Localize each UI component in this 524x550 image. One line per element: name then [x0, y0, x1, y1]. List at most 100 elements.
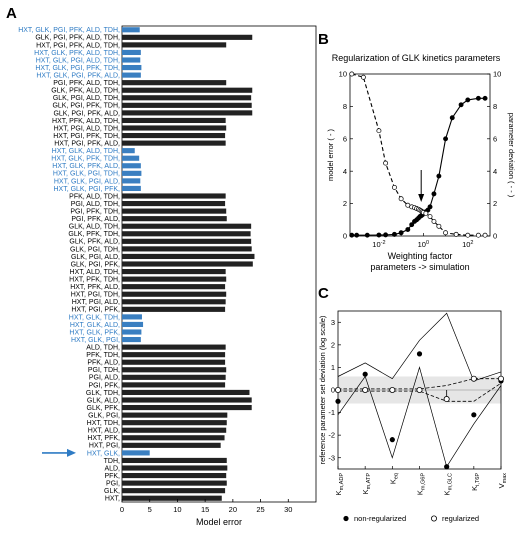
category-label: Km,GLC	[443, 473, 454, 495]
category-label: GLK,	[104, 488, 120, 495]
bar	[122, 253, 255, 260]
model-error-point	[458, 102, 464, 108]
category-label: HXT, GLK, PGI, ALD,	[54, 178, 120, 185]
y-tick-label: 2	[343, 199, 347, 208]
bar	[122, 404, 252, 411]
bar	[122, 117, 226, 124]
bar	[122, 57, 141, 63]
bar	[122, 200, 226, 207]
category-label: Vmax	[497, 473, 508, 489]
y-right-tick-label: 6	[493, 134, 497, 143]
y-right-tick-label: 10	[493, 70, 501, 79]
y-tick-label: 4	[343, 167, 347, 176]
non-regularized-point	[416, 351, 423, 357]
category-label: HXT, PFK, ALD,	[70, 284, 120, 291]
bar	[122, 299, 226, 305]
bar	[122, 495, 222, 501]
y-tick-label: 6	[343, 134, 347, 143]
category-label: HXT, GLK, TDH,	[69, 314, 120, 321]
parameter-deviation-point	[482, 232, 488, 238]
bar	[122, 163, 141, 169]
y-tick-label: -2	[328, 431, 335, 440]
spread-line-thin-line-upper	[337, 312, 502, 382]
parameter-deviation-point	[398, 196, 404, 202]
y-tick-label: -1	[328, 408, 335, 417]
category-label: HXT, GLK, PGI, PFK, ALD,	[36, 73, 120, 80]
bar	[122, 42, 227, 48]
bar	[122, 435, 225, 441]
model-error-point	[376, 232, 382, 238]
bar	[122, 185, 141, 192]
regularized-point	[470, 375, 477, 382]
category-label: HXT, PGI, PFK, ALD,	[54, 141, 120, 148]
bar	[122, 276, 227, 282]
bar	[122, 472, 227, 479]
model-error-point	[436, 173, 442, 179]
regularized-point	[334, 386, 341, 393]
category-label: GLK, PGI, PFK, ALD, TDH,	[35, 35, 120, 42]
category-label: HXT, PGI, PFK, ALD, TDH,	[36, 42, 120, 49]
category-label: HXT, PGI,	[89, 443, 120, 450]
bar	[122, 427, 227, 433]
y-right-tick-label: 0	[493, 232, 497, 241]
bar	[122, 367, 227, 373]
category-label: HXT, GLK,	[87, 450, 120, 457]
parameter-deviation-point	[436, 223, 442, 229]
bar	[122, 140, 226, 146]
model-error-point	[354, 232, 360, 238]
category-label: PGI, PFK, ALD,	[71, 216, 120, 223]
regularized-spread-dashed-lower	[338, 382, 502, 402]
category-label: GLK, ALD,	[87, 397, 120, 404]
category-label: Km,G6P	[416, 473, 427, 495]
category-label: Keq	[388, 473, 399, 484]
category-label: PGI, ALD,	[89, 375, 120, 382]
model-error-point	[383, 232, 389, 238]
regularized-point	[416, 386, 423, 393]
model-error-point	[349, 232, 355, 238]
bar	[122, 420, 227, 426]
category-label: PFK, TDH,	[86, 352, 120, 359]
category-label: HXT, GLK, PFK, TDH,	[51, 156, 120, 163]
y-right-tick-label: 4	[493, 167, 497, 176]
bar	[122, 442, 221, 448]
bar	[122, 397, 252, 403]
bar	[122, 27, 140, 33]
bar	[122, 87, 253, 93]
bar	[122, 80, 227, 86]
non-regularized-point	[362, 371, 368, 377]
category-label: PGI, PFK,	[88, 382, 120, 389]
category-label: HXT, PGI, PFK, TDH,	[53, 133, 120, 140]
category-label: GLK, PFK,	[87, 405, 121, 412]
regularized-point	[389, 386, 396, 393]
bar	[122, 457, 227, 464]
bar	[122, 246, 252, 252]
category-label: HXT, TDH,	[87, 420, 120, 427]
category-label: GLK, PFK, ALD,	[69, 239, 120, 246]
category-label: HXT, GLK, ALD, TDH,	[52, 148, 120, 155]
bar	[122, 314, 142, 320]
bar	[122, 450, 150, 456]
category-label: Ki,T6P	[470, 473, 481, 491]
category-label: GLK, ALD, TDH,	[69, 224, 120, 231]
category-label: PFK,	[104, 473, 120, 480]
bar	[122, 193, 226, 199]
bar	[122, 238, 252, 244]
legend-regularized-label: regularized	[442, 514, 479, 523]
bar	[122, 208, 227, 214]
bar	[122, 148, 135, 154]
x-axis-title: Weighting factor	[388, 251, 453, 261]
category-label: PGI, TDH,	[88, 367, 120, 374]
bar	[122, 125, 227, 131]
category-label: HXT, GLK, ALD,	[70, 322, 120, 329]
non-regularized-point	[389, 437, 395, 443]
y-right-axis-title: parameter deviation ( - - )	[507, 113, 516, 198]
parameter-deviation-point	[431, 218, 437, 224]
category-label: HXT, GLK, PGI, PFK, TDH,	[35, 65, 120, 72]
parameter-deviation-point	[383, 160, 389, 166]
bar	[122, 344, 226, 350]
regularized-point	[497, 375, 504, 382]
y-tick-label: 3	[331, 318, 335, 327]
model-error-point	[364, 232, 370, 238]
bar	[122, 336, 141, 343]
